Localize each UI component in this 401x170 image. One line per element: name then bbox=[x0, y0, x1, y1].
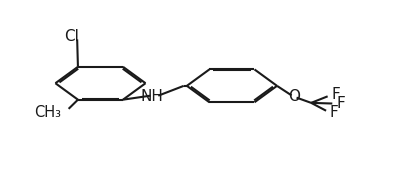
Text: Cl: Cl bbox=[64, 29, 79, 44]
Text: F: F bbox=[331, 87, 340, 102]
Text: F: F bbox=[330, 105, 338, 120]
Text: CH₃: CH₃ bbox=[34, 105, 61, 120]
Text: O: O bbox=[288, 89, 300, 105]
Text: F: F bbox=[336, 96, 345, 111]
Text: NH: NH bbox=[141, 89, 164, 105]
